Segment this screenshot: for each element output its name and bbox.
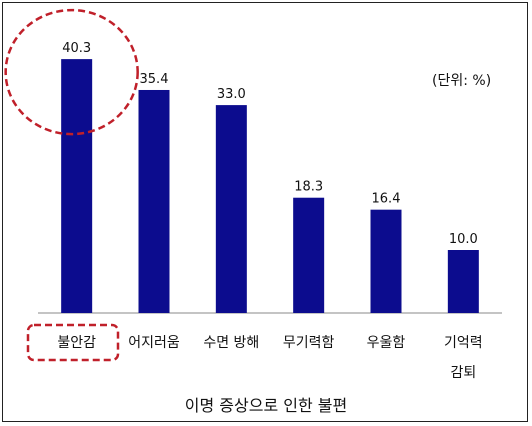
x-tick-label: 무기력함	[283, 335, 335, 351]
x-tick-label: 우울함	[367, 335, 406, 351]
data-label: 33.0	[217, 87, 246, 102]
x-axis-title: 이명 증상으로 인한 불편	[184, 396, 348, 415]
highlight-box	[26, 323, 120, 362]
bar	[447, 250, 479, 313]
bar	[293, 197, 325, 313]
highlight-circle	[4, 8, 139, 136]
data-label: 16.4	[372, 192, 401, 207]
bar	[215, 105, 247, 313]
data-label: 18.3	[294, 180, 323, 195]
x-tick-label: 어지러움	[128, 335, 180, 351]
data-label: 10.0	[449, 232, 478, 247]
bar	[61, 59, 93, 313]
x-tick-label: 불안감	[57, 335, 96, 351]
x-tick-label: 감퇴	[450, 365, 476, 381]
bar	[370, 209, 402, 313]
x-tick-label: 기억력	[444, 335, 483, 351]
data-label: 35.4	[140, 72, 169, 87]
bar	[138, 89, 170, 313]
data-label: 40.3	[62, 41, 91, 56]
x-tick-label: 수면 방해	[203, 335, 259, 351]
unit-label: (단위: %)	[432, 73, 492, 89]
